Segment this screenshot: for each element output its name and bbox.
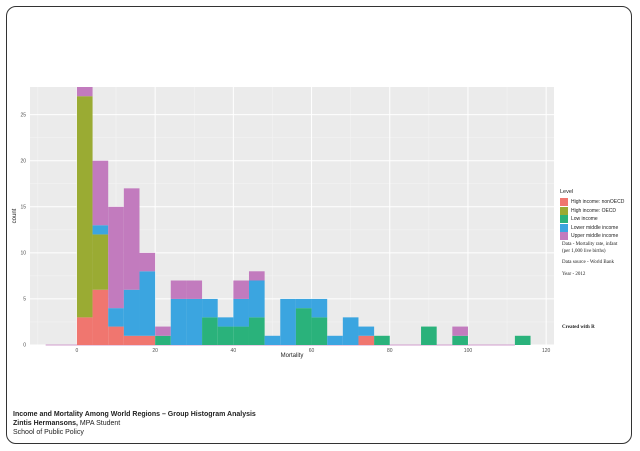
bar-segment — [170, 280, 187, 299]
x-tick-label: 0 — [76, 348, 79, 354]
bar-segment — [295, 308, 312, 345]
bar-segment — [186, 298, 203, 345]
legend-item: High income: OECD — [560, 206, 624, 216]
y-tick-label: 10 — [20, 251, 26, 257]
x-tick-label: 100 — [464, 348, 473, 354]
bar-segment — [92, 289, 109, 345]
bar-segment — [123, 188, 140, 290]
y-tick-label: 20 — [20, 158, 26, 164]
bar-segment — [92, 225, 109, 235]
x-tick-label: 60 — [309, 348, 315, 354]
bar-segment — [123, 289, 140, 336]
footer: Income and Mortality Among World Regions… — [13, 410, 256, 437]
notes-panel: Data - Mortality rate, infant (per 1,000… — [562, 242, 624, 283]
bar-segment — [108, 308, 124, 327]
bar-segment — [311, 317, 328, 345]
y-axis-label: count — [12, 208, 18, 223]
bar-segment — [202, 317, 218, 345]
bar-segment — [108, 326, 124, 345]
bar-segment — [155, 326, 171, 336]
bar-segment — [76, 96, 93, 318]
legend-items: High income: nonOECD High income: OECD Low… — [560, 198, 624, 241]
bar-segment — [233, 298, 249, 327]
bar-segment — [342, 317, 359, 345]
legend-swatch — [560, 215, 568, 224]
legend-label: Lower middle income — [571, 224, 619, 231]
legend-item: Low income — [560, 215, 624, 224]
x-axis-label: Mortality — [281, 353, 304, 359]
bar-segment — [108, 206, 124, 309]
note-data-description: Data - Mortality rate, infant (per 1,000… — [562, 242, 618, 254]
x-tick-label: 20 — [152, 348, 158, 354]
bar-segment — [358, 326, 375, 336]
bar-segment — [92, 160, 109, 226]
bar-segment — [217, 326, 234, 345]
bar-segment — [92, 234, 109, 290]
bar-segment — [139, 252, 156, 272]
note-data-source: Data source - World Bank — [562, 260, 614, 265]
legend-swatch — [560, 232, 568, 241]
bar-segment — [421, 326, 437, 345]
bar-segment — [202, 298, 218, 318]
x-tick-label: 120 — [542, 348, 551, 354]
legend-swatch — [560, 206, 568, 215]
y-tick-label: 25 — [20, 112, 26, 118]
created-with-label: Created with R — [562, 325, 595, 330]
bar-segment — [76, 317, 93, 345]
legend-label: Upper middle income — [571, 233, 619, 240]
x-tick-label: 40 — [231, 348, 237, 354]
x-tick-label: 80 — [387, 348, 393, 354]
y-tick-label: 15 — [20, 204, 26, 210]
legend-swatch — [560, 198, 568, 207]
grid-lines — [30, 87, 554, 346]
bar-segment — [123, 335, 140, 345]
bar-segment — [139, 335, 156, 345]
legend-label: Low income — [571, 216, 598, 223]
bar-segment — [264, 335, 281, 345]
bar-segment — [311, 298, 328, 318]
bar-segment — [280, 298, 296, 345]
bar-segment — [217, 317, 234, 327]
legend-title: Level — [560, 189, 574, 195]
y-tick-label: 0 — [23, 343, 26, 349]
bar-segment — [327, 335, 343, 345]
bar-segment — [233, 280, 249, 299]
bar-segment — [374, 335, 390, 345]
legend-label: High income: OECD — [571, 207, 617, 214]
footer-title: Income and Mortality Among World Regions… — [13, 411, 256, 418]
legend: Level High income: nonOECD High income: O… — [560, 189, 624, 241]
bar-segment — [248, 271, 265, 281]
author-role: MPA Student — [77, 420, 121, 427]
author-name: Zintis Hermansons, — [13, 420, 78, 427]
legend-item: Upper middle income — [560, 232, 624, 241]
bar-segment — [170, 298, 187, 345]
bar-segment — [233, 326, 249, 345]
y-tick-label: 5 — [23, 297, 26, 303]
bar-segment — [248, 317, 265, 345]
footer-school: School of Public Policy — [13, 429, 84, 436]
legend-item: Lower middle income — [560, 223, 624, 233]
bar-segment — [295, 298, 312, 309]
bar-segment — [155, 335, 171, 345]
legend-swatch — [560, 223, 568, 232]
bar-segment — [139, 271, 156, 336]
axis-ticks: 0 20 40 60 80 100 120 0 5 10 15 20 25 — [20, 112, 550, 354]
bar-segment — [76, 87, 93, 97]
legend-label: High income: nonOECD — [571, 199, 625, 206]
note-year: Year - 2012 — [562, 271, 586, 277]
bar-segment — [186, 280, 203, 299]
bar-segment — [248, 280, 265, 318]
bar-segment — [358, 335, 375, 345]
bar-segment — [452, 335, 468, 345]
bars-group — [45, 87, 531, 346]
bar-segment — [514, 335, 531, 345]
bar-segment — [452, 326, 468, 336]
legend-item: High income: nonOECD — [560, 198, 624, 207]
footer-author: Zintis Hermansons, MPA Student — [13, 419, 256, 428]
